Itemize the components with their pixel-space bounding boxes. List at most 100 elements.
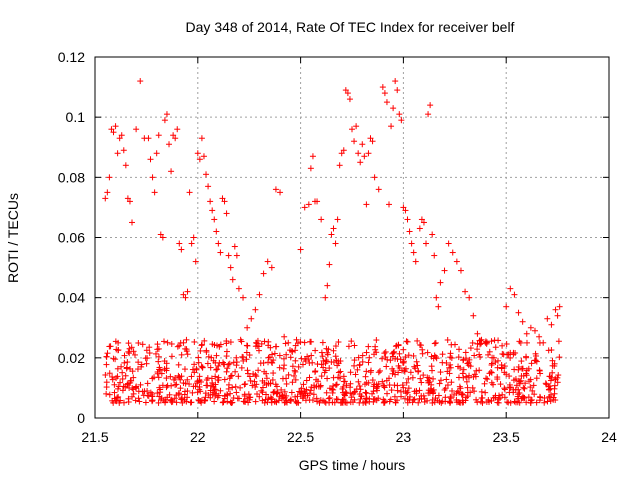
data-point [168,396,175,403]
data-point [366,354,373,361]
data-point [184,288,191,295]
data-point [303,377,310,384]
data-point [106,174,113,181]
data-point [435,392,442,399]
data-point [307,338,314,345]
data-point [306,359,313,366]
data-point [432,339,439,346]
data-point [351,357,358,364]
data-point [174,126,181,133]
data-point [129,393,136,400]
data-point [135,359,142,366]
data-point [413,358,420,365]
data-point [541,394,548,401]
data-point [234,395,241,402]
data-point [530,382,537,389]
data-point [455,389,462,396]
data-point [365,343,372,350]
data-point [168,353,175,360]
data-point [430,375,437,382]
data-point [254,390,261,397]
data-point [106,370,113,377]
data-point [417,342,424,349]
data-point [200,153,207,160]
data-point [314,198,321,205]
data-point [309,397,316,404]
data-point [388,123,395,130]
data-point [166,141,173,148]
data-point [214,342,221,349]
data-point [374,383,381,390]
data-point [548,347,555,354]
data-point [361,153,368,160]
data-point [424,374,431,381]
data-point [328,231,335,238]
data-point [194,378,201,385]
data-points [102,78,563,406]
data-point [396,111,403,118]
data-point [171,395,178,402]
data-point [319,339,326,346]
data-point [265,342,272,349]
data-point [492,359,499,366]
data-point [333,396,340,403]
data-point [276,352,283,359]
data-point [125,340,132,347]
data-point [307,387,314,394]
data-point [293,336,300,343]
data-point [352,371,359,378]
x-tick-label: 24 [601,429,617,445]
data-point [243,349,250,356]
data-point [298,385,305,392]
data-point [199,364,206,371]
data-point [395,362,402,369]
data-point [279,375,286,382]
data-point [176,374,183,381]
data-point [187,399,194,406]
data-point [447,361,454,368]
data-point [301,204,308,211]
data-point [437,377,444,384]
data-point [516,389,523,396]
data-point [391,393,398,400]
data-point [473,367,480,374]
data-point [188,240,195,247]
data-point [485,351,492,358]
data-point [325,395,332,402]
data-point [248,315,255,322]
data-point [439,351,446,358]
data-point [336,162,343,169]
data-point [142,399,149,406]
data-point [319,353,326,360]
data-point [273,343,280,350]
data-point [519,365,526,372]
data-point [354,366,361,373]
data-point [228,399,235,406]
data-point [151,189,158,196]
data-point [456,346,463,353]
data-point [134,366,141,373]
data-point [451,341,458,348]
x-axis: 21.5 22 22.5 23 23.5 24 [81,57,617,445]
data-point [443,359,450,366]
data-point [471,388,478,395]
data-point [182,294,189,301]
data-point [516,338,523,345]
data-point [186,189,193,196]
x-tick-label: 23.5 [493,429,520,445]
data-point [469,384,476,391]
data-point [531,391,538,398]
data-point [240,294,247,301]
data-point [507,285,514,292]
data-point [474,346,481,353]
data-point [350,390,357,397]
data-point [342,389,349,396]
data-point [363,395,370,402]
data-point [463,378,470,385]
data-point [146,344,153,351]
data-point [549,357,556,364]
data-point [400,384,407,391]
data-point [114,365,121,372]
data-point [322,294,329,301]
data-point [386,201,393,208]
